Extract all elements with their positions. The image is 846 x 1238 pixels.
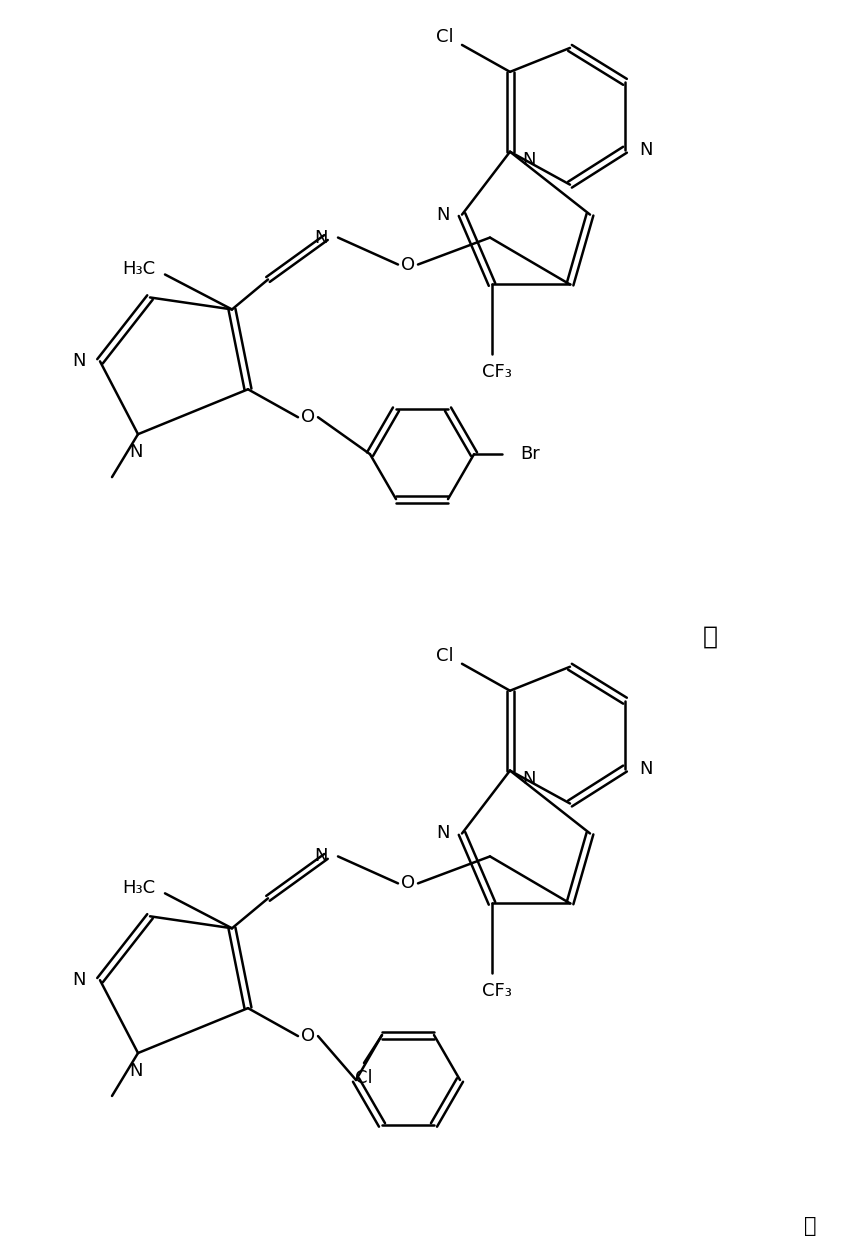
Text: O: O bbox=[401, 874, 415, 893]
Text: N: N bbox=[129, 1062, 143, 1080]
Text: N: N bbox=[437, 206, 450, 224]
Text: O: O bbox=[301, 1028, 315, 1045]
Text: N: N bbox=[73, 353, 86, 370]
Text: O: O bbox=[401, 255, 415, 274]
Text: Cl: Cl bbox=[437, 28, 454, 46]
Text: N: N bbox=[315, 229, 328, 246]
Text: CF₃: CF₃ bbox=[482, 363, 512, 381]
Text: N: N bbox=[315, 847, 328, 865]
Text: Br: Br bbox=[520, 446, 540, 463]
Text: N: N bbox=[639, 760, 652, 777]
Text: O: O bbox=[301, 409, 315, 426]
Text: H₃C: H₃C bbox=[122, 879, 155, 898]
Text: 。: 。 bbox=[804, 1216, 816, 1236]
Text: N: N bbox=[522, 151, 536, 168]
Text: Cl: Cl bbox=[437, 646, 454, 665]
Text: N: N bbox=[73, 971, 86, 989]
Text: 或: 或 bbox=[702, 625, 717, 649]
Text: N: N bbox=[639, 141, 652, 158]
Text: Cl: Cl bbox=[355, 1068, 373, 1087]
Text: N: N bbox=[522, 770, 536, 787]
Text: H₃C: H₃C bbox=[122, 260, 155, 279]
Text: N: N bbox=[437, 825, 450, 842]
Text: N: N bbox=[129, 443, 143, 462]
Text: CF₃: CF₃ bbox=[482, 982, 512, 1000]
